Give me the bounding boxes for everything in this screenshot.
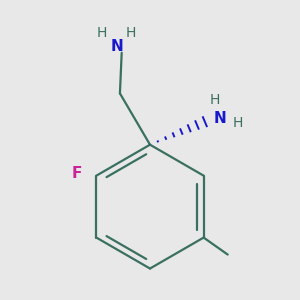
Text: H: H	[125, 26, 136, 40]
Text: H: H	[210, 94, 220, 107]
Text: F: F	[72, 167, 82, 182]
Text: H: H	[232, 116, 243, 130]
Text: N: N	[213, 111, 226, 126]
Text: H: H	[97, 26, 107, 40]
Text: N: N	[111, 39, 124, 54]
